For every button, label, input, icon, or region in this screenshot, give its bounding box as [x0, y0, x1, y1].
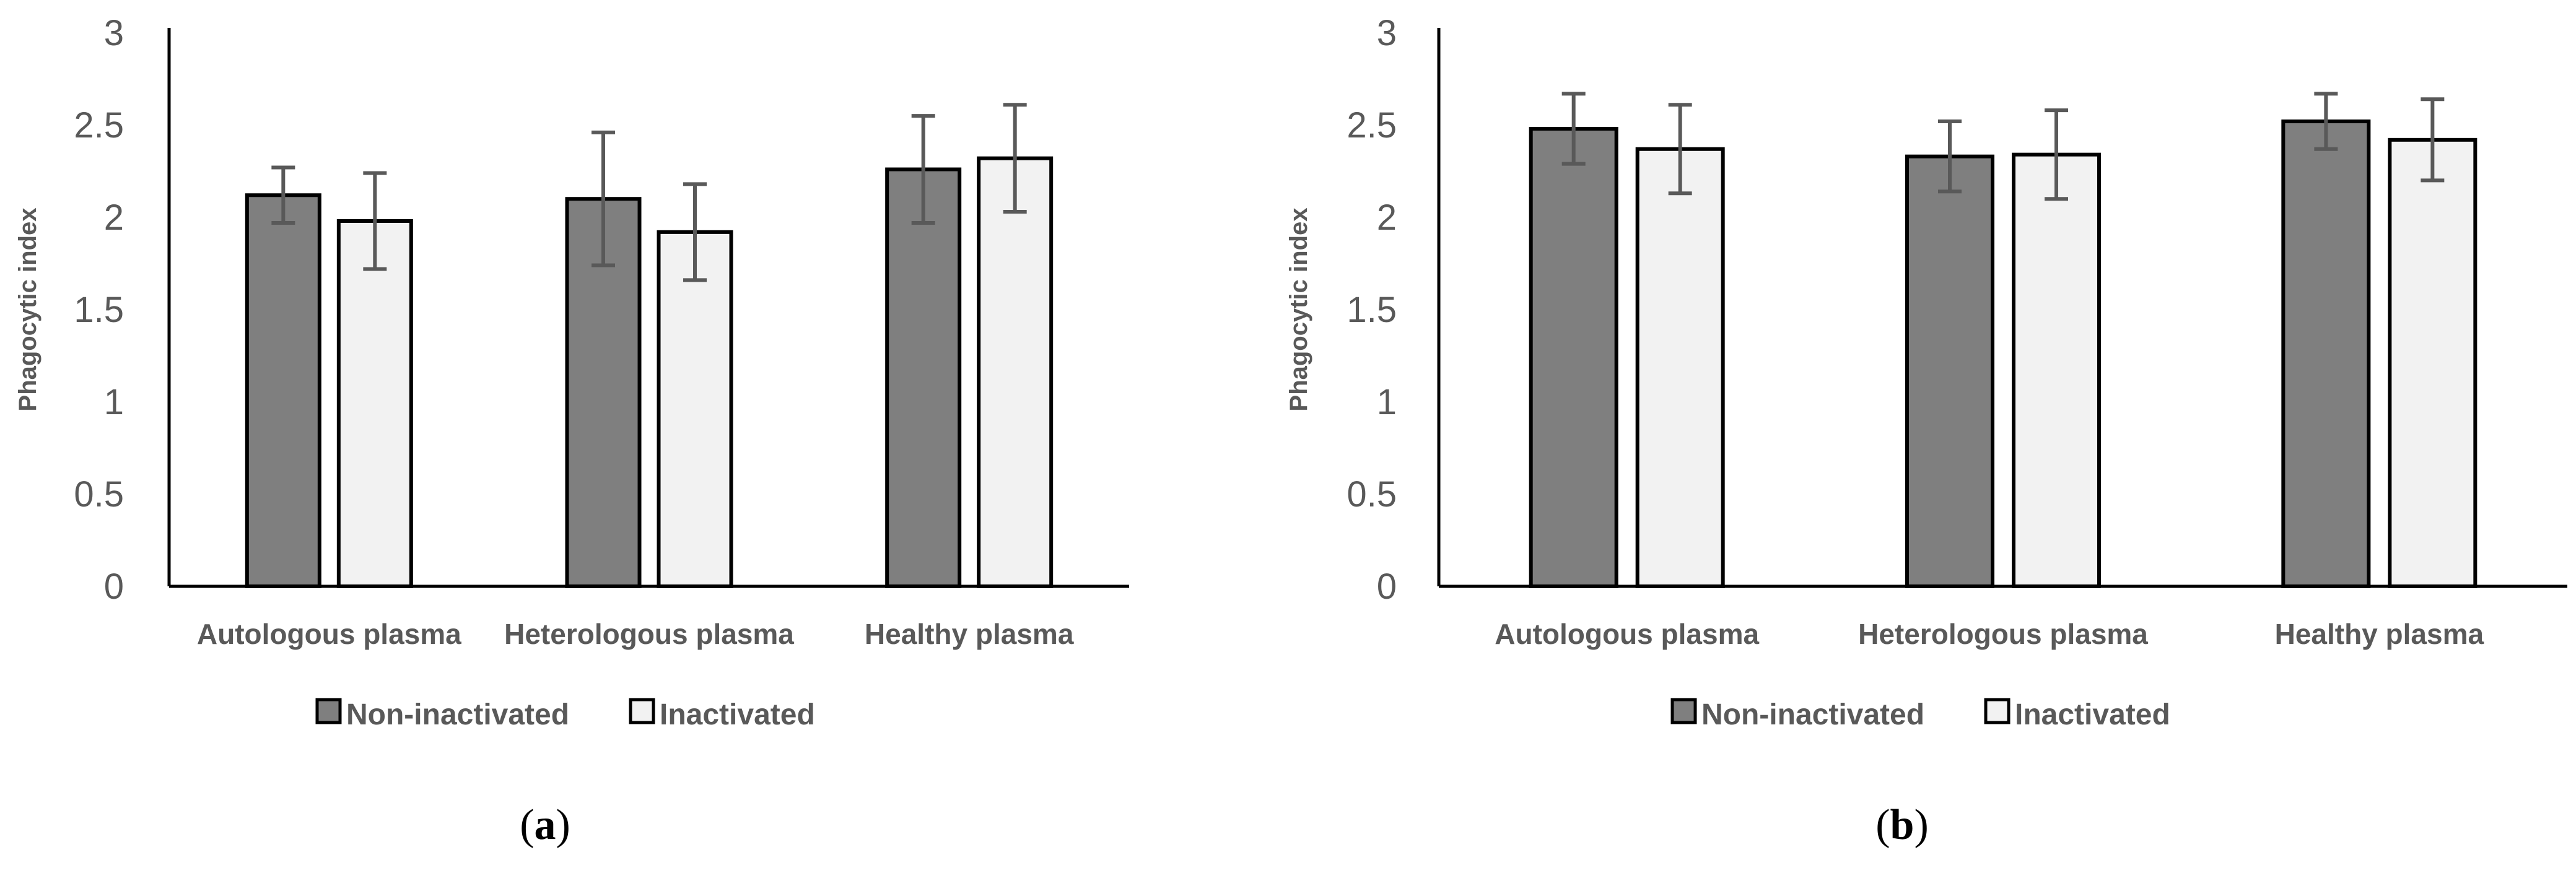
chart-panel-a: Phagocytic index 0 0.5 1 1.5 2 2.5 3 Autologous … — [14, 13, 1129, 849]
legend: Non-inactivated Inactivated — [1670, 698, 2170, 731]
bar-a-inactivated-1 — [336, 219, 413, 588]
error-bar — [363, 171, 387, 271]
error-bar — [911, 114, 935, 225]
legend-swatch-non-inactivated — [315, 698, 342, 724]
bar-b-non-inactivated-1 — [1529, 126, 1618, 588]
y-tick-label: 0.5 — [74, 474, 124, 515]
bar-a-inactivated-3 — [977, 156, 1054, 588]
y-tick-label: 0 — [104, 567, 124, 607]
bar-b-inactivated-3 — [2388, 137, 2478, 588]
bar-a-inactivated-2 — [657, 230, 733, 588]
legend-swatch-non-inactivated — [1670, 698, 1697, 724]
legend-label: Non-inactivated — [1701, 698, 1924, 731]
error-bar — [2421, 97, 2445, 183]
bar-a-non-inactivated-3 — [885, 167, 962, 588]
x-category-label: Healthy plasma — [2275, 618, 2484, 650]
bar-b-non-inactivated-3 — [2281, 119, 2371, 589]
bar-b-non-inactivated-2 — [1905, 154, 1994, 589]
legend: Non-inactivated Inactivated — [315, 698, 815, 731]
x-category-label: Autologous plasma — [1495, 618, 1759, 650]
bar-a-non-inactivated-1 — [245, 193, 321, 588]
y-tick-label: 2 — [104, 198, 124, 238]
y-tick-label: 3 — [104, 13, 124, 53]
error-bar — [2314, 92, 2338, 151]
error-bar — [1668, 103, 1692, 196]
legend-swatch-inactivated — [1984, 698, 2011, 724]
x-category-label: Autologous plasma — [197, 618, 461, 650]
legend-label: Inactivated — [660, 698, 815, 731]
error-bar — [1561, 92, 1586, 166]
y-tick-label: 1 — [104, 382, 124, 422]
error-bar — [271, 165, 295, 225]
y-tick-label: 0 — [1377, 567, 1397, 607]
y-tick-label: 1 — [1377, 382, 1397, 422]
bar-b-inactivated-1 — [1635, 147, 1725, 589]
legend-label: Inactivated — [2015, 698, 2170, 731]
error-bar — [683, 182, 707, 282]
y-axis-label: Phagocytic index — [14, 208, 41, 412]
panel-label-b: (b) — [1875, 801, 1929, 849]
y-axis-label: Phagocytic index — [1285, 208, 1312, 412]
x-category-label: Healthy plasma — [865, 618, 1074, 650]
y-tick-label: 3 — [1377, 13, 1397, 53]
panel-label-a: (a) — [520, 801, 570, 849]
error-bar — [592, 130, 615, 267]
error-bar — [2045, 108, 2068, 201]
y-tick-label: 2.5 — [1347, 105, 1397, 146]
error-bar — [1938, 119, 1962, 194]
y-tick-label: 1.5 — [74, 290, 124, 330]
error-bar — [1003, 103, 1027, 214]
y-tick-label: 2.5 — [74, 105, 124, 146]
legend-swatch-inactivated — [629, 698, 655, 724]
x-category-label: Heterologous plasma — [504, 618, 794, 650]
x-category-label: Heterologous plasma — [1858, 618, 2148, 650]
y-tick-label: 1.5 — [1347, 290, 1397, 330]
chart-panel-b: Phagocytic index 0 0.5 1 1.5 2 2.5 3 Autologous … — [1285, 13, 2567, 849]
y-tick-label: 2 — [1377, 198, 1397, 238]
bar-b-inactivated-2 — [2012, 152, 2101, 588]
legend-label: Non-inactivated — [346, 698, 569, 731]
y-tick-label: 0.5 — [1347, 474, 1397, 515]
